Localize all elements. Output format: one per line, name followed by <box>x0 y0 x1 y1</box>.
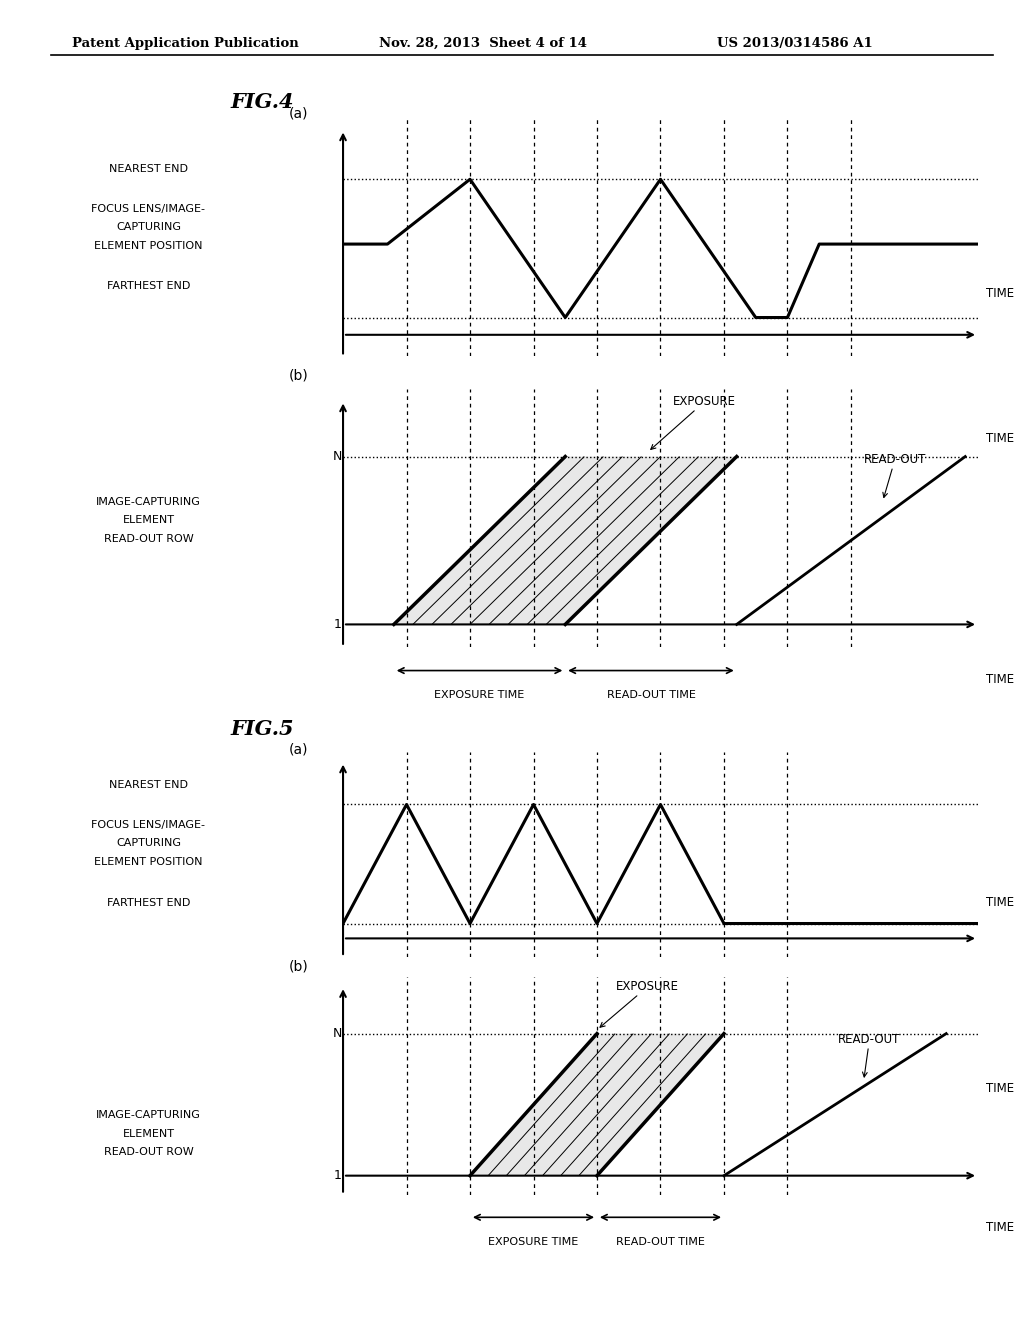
Text: CAPTURING: CAPTURING <box>116 222 181 232</box>
Text: READ-OUT: READ-OUT <box>863 453 926 498</box>
Text: FARTHEST END: FARTHEST END <box>106 281 190 292</box>
Text: ELEMENT: ELEMENT <box>123 1129 174 1139</box>
Text: READ-OUT ROW: READ-OUT ROW <box>103 533 194 544</box>
Text: ELEMENT POSITION: ELEMENT POSITION <box>94 240 203 251</box>
Text: TIME: TIME <box>986 286 1014 300</box>
Text: (a): (a) <box>289 107 308 121</box>
Text: 1: 1 <box>334 1170 342 1183</box>
Polygon shape <box>394 457 736 624</box>
Text: FIG.4: FIG.4 <box>230 92 294 112</box>
Text: READ-OUT TIME: READ-OUT TIME <box>616 1237 705 1247</box>
Text: READ-OUT TIME: READ-OUT TIME <box>606 689 695 700</box>
Polygon shape <box>470 1034 724 1176</box>
Text: (b): (b) <box>289 960 308 973</box>
Text: TIME: TIME <box>986 1221 1014 1234</box>
Text: FOCUS LENS/IMAGE-: FOCUS LENS/IMAGE- <box>91 820 206 830</box>
Text: FARTHEST END: FARTHEST END <box>106 898 190 908</box>
Text: TIME: TIME <box>986 432 1014 445</box>
Text: READ-OUT ROW: READ-OUT ROW <box>103 1147 194 1158</box>
Text: EXPOSURE: EXPOSURE <box>600 979 679 1027</box>
Text: CAPTURING: CAPTURING <box>116 838 181 849</box>
Text: 1: 1 <box>334 618 342 631</box>
Text: (b): (b) <box>289 368 308 383</box>
Text: N: N <box>332 1027 342 1040</box>
Text: IMAGE-CAPTURING: IMAGE-CAPTURING <box>96 496 201 507</box>
Text: Patent Application Publication: Patent Application Publication <box>72 37 298 50</box>
Text: (a): (a) <box>289 742 308 756</box>
Text: FOCUS LENS/IMAGE-: FOCUS LENS/IMAGE- <box>91 203 206 214</box>
Text: ELEMENT POSITION: ELEMENT POSITION <box>94 857 203 867</box>
Text: EXPOSURE TIME: EXPOSURE TIME <box>488 1237 579 1247</box>
Text: TIME: TIME <box>986 1082 1014 1096</box>
Text: N: N <box>332 450 342 463</box>
Text: EXPOSURE TIME: EXPOSURE TIME <box>434 689 524 700</box>
Text: IMAGE-CAPTURING: IMAGE-CAPTURING <box>96 1110 201 1121</box>
Text: ELEMENT: ELEMENT <box>123 515 174 525</box>
Text: EXPOSURE: EXPOSURE <box>651 395 736 449</box>
Text: Nov. 28, 2013  Sheet 4 of 14: Nov. 28, 2013 Sheet 4 of 14 <box>379 37 587 50</box>
Text: TIME: TIME <box>986 896 1014 909</box>
Text: FIG.5: FIG.5 <box>230 719 294 739</box>
Text: US 2013/0314586 A1: US 2013/0314586 A1 <box>717 37 872 50</box>
Text: NEAREST END: NEAREST END <box>109 164 188 174</box>
Text: READ-OUT: READ-OUT <box>839 1034 901 1077</box>
Text: TIME: TIME <box>986 673 1014 686</box>
Text: NEAREST END: NEAREST END <box>109 780 188 791</box>
